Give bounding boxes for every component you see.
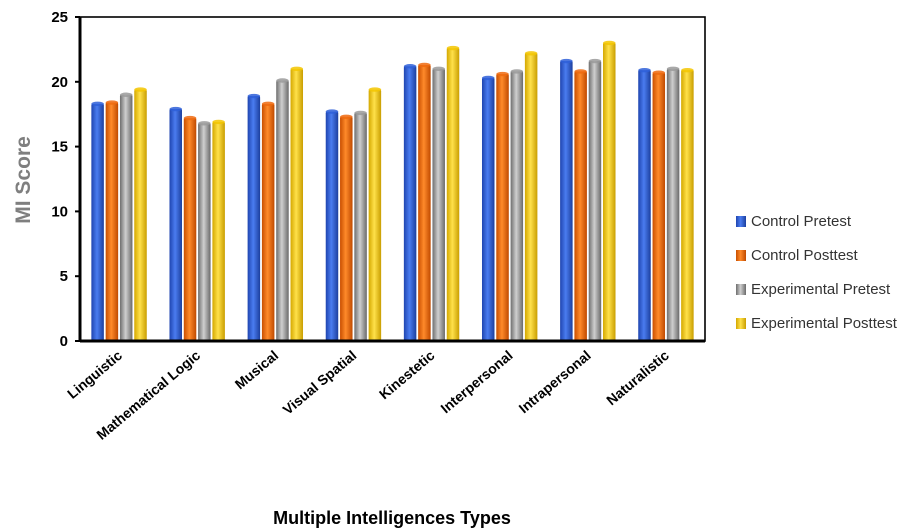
bar-cap [574,69,587,74]
legend-swatch-control-pretest [736,216,746,227]
y-tick-label: 25 [51,9,68,26]
bar-experimental-pretest-naturalistic [666,68,680,341]
bar-cap [276,78,289,83]
bar-cap [354,110,367,116]
bar-control-posttest-interpersonal [496,74,509,342]
y-tick-labels: 0 5 10 15 20 25 [51,9,68,350]
bar-cap [91,101,104,107]
y-tick-label: 10 [51,203,68,220]
legend-label-control-posttest: Control Posttest [751,247,859,264]
bar-cap [510,69,524,74]
bar-cap [212,119,225,125]
bar-experimental-posttest-visual-spatial [368,89,382,341]
bar-experimental-pretest-interpersonal [510,71,524,342]
legend-swatch-control-posttest [736,250,746,261]
bar-cap [340,114,353,119]
bar-control-posttest-linguistic [105,102,119,341]
bar-cap [588,58,602,64]
bar-cap [105,100,119,105]
bar-cap [169,106,182,112]
bar-cap [603,40,616,46]
legend-label-control-pretest: Control Pretest [751,213,852,230]
bar-cap [681,67,694,73]
bar-cap [418,62,431,68]
x-axis-label: Multiple Intelligences Types [273,508,511,528]
y-tick-label: 5 [60,268,68,285]
bar-cap [666,66,680,72]
bar-experimental-posttest-mathematical-logic [212,121,225,341]
bar-experimental-pretest-visual-spatial [354,112,367,342]
axes-group [75,16,706,343]
bar-control-pretest-mathematical-logic [169,109,182,342]
x-tick-label-naturalistic: Naturalistic [603,347,672,408]
bar-experimental-posttest-linguistic [134,89,147,341]
bar-cap [638,67,651,73]
x-tick-label-kinestetic: Kinestetic [376,347,438,402]
y-tick-label: 20 [51,74,68,91]
legend-label-experimental-posttest: Experimental Posttest [751,315,898,332]
bar-experimental-posttest-naturalistic [681,70,694,341]
bar-cap [183,115,197,121]
legend-swatch-experimental-pretest [736,284,746,295]
bar-experimental-pretest-linguistic [119,94,133,341]
bar-cap [446,45,460,51]
bar-control-pretest-kinestetic [403,66,417,341]
bar-experimental-pretest-intrapersonal [588,61,602,342]
bar-experimental-posttest-intrapersonal [603,42,616,342]
bar-control-pretest-naturalistic [638,70,651,341]
legend: Control Pretest Control Posttest Experimen… [736,213,898,332]
bar-control-posttest-musical [261,103,275,341]
bar-experimental-pretest-mathematical-logic [198,123,211,342]
bar-control-pretest-visual-spatial [325,111,339,341]
bar-cap [290,66,304,72]
bar-experimental-posttest-musical [290,68,304,341]
y-axis-label: MI Score [12,136,35,224]
x-tick-label-linguistic: Linguistic [64,347,125,402]
y-tick-label: 15 [51,139,68,156]
x-tick-label-visual-spatial: Visual Spatial [280,347,360,418]
bar-experimental-pretest-kinestetic [432,68,445,341]
bar-control-posttest-visual-spatial [340,116,353,341]
legend-label-experimental-pretest: Experimental Pretest [751,281,891,298]
bars-group [91,40,694,342]
bar-cap [652,70,666,75]
bar-cap [261,101,275,107]
bar-experimental-pretest-musical [276,80,289,341]
bar-control-posttest-intrapersonal [574,71,587,342]
x-tick-label-interpersonal: Interpersonal [437,347,515,416]
bar-control-posttest-mathematical-logic [183,118,197,341]
bar-cap [119,92,133,97]
bar-control-posttest-kinestetic [418,64,431,341]
bar-control-posttest-naturalistic [652,72,666,341]
bar-cap [368,87,382,92]
bar-control-pretest-linguistic [91,103,104,341]
bar-control-pretest-interpersonal [481,77,495,341]
bar-cap [481,75,495,81]
bar-cap [524,51,538,56]
bar-experimental-posttest-kinestetic [446,48,460,341]
y-tick-label: 0 [60,333,68,350]
bar-experimental-posttest-interpersonal [524,53,538,341]
x-tick-label-intrapersonal: Intrapersonal [516,347,594,416]
bar-cap [325,109,339,114]
bar-control-pretest-musical [247,96,261,341]
bar-cap [432,66,445,72]
bar-cap [247,93,261,99]
x-tick-label-musical: Musical [232,347,282,392]
bar-cap [496,71,509,77]
bar-cap [560,58,573,64]
legend-swatch-experimental-posttest [736,318,746,329]
bar-cap [198,121,211,126]
bar-cap [134,87,147,92]
bar-control-pretest-intrapersonal [560,61,573,342]
bar-cap [403,64,417,69]
